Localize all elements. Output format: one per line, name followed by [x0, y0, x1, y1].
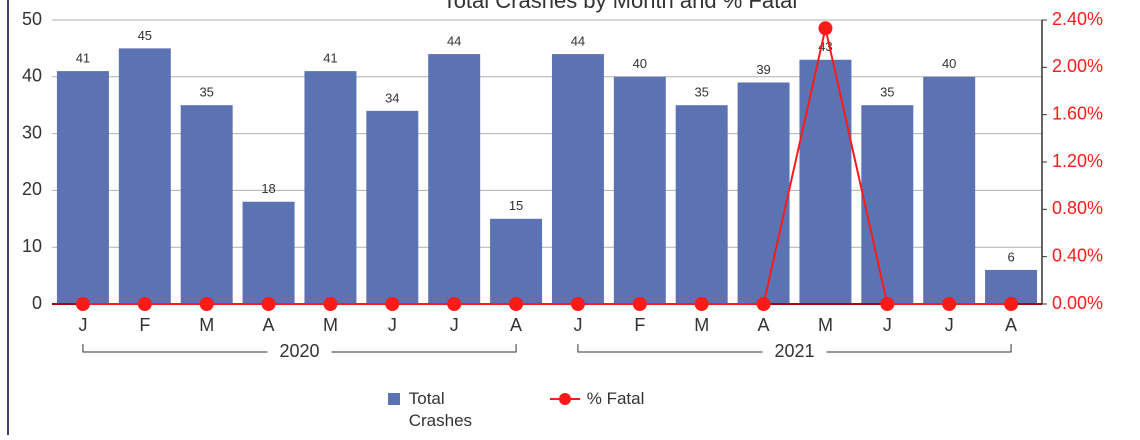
- bar: [304, 71, 357, 305]
- point: [261, 297, 276, 311]
- x-tick-label: A: [263, 315, 275, 335]
- bar: [118, 48, 171, 305]
- x-tick-label: J: [573, 315, 582, 335]
- y-tick-label: 20: [22, 179, 42, 199]
- point: [75, 297, 90, 311]
- point: [632, 297, 647, 311]
- group-bracket: [577, 344, 1012, 353]
- bar: [490, 218, 543, 304]
- y-tick-label: 30: [22, 122, 42, 142]
- y2-tick-label: 1.20%: [1052, 151, 1103, 171]
- value-label: 15: [509, 198, 523, 213]
- bar: [551, 54, 604, 304]
- point: [447, 297, 462, 311]
- point: [199, 297, 214, 311]
- x-tick-label: J: [78, 315, 87, 335]
- x-tick-label: M: [323, 315, 338, 335]
- legend-swatch: [388, 393, 400, 405]
- point: [509, 297, 524, 311]
- x-tick-label: A: [758, 315, 770, 335]
- y2-tick-label: 0.80%: [1052, 198, 1103, 218]
- bar: [923, 76, 976, 304]
- legend-bars: Total Crashes: [388, 388, 489, 432]
- x-tick-label: J: [883, 315, 892, 335]
- y-tick-label: 0: [32, 293, 42, 313]
- x-tick-label: A: [510, 315, 522, 335]
- point: [570, 297, 585, 311]
- value-label: 18: [261, 181, 275, 196]
- y2-tick-label: 0.00%: [1052, 293, 1103, 313]
- x-tick-label: F: [139, 315, 150, 335]
- value-label: 44: [571, 34, 585, 49]
- value-label: 40: [942, 56, 956, 71]
- x-tick-label: J: [450, 315, 459, 335]
- bar: [799, 59, 852, 305]
- bar: [675, 105, 728, 304]
- value-label: 6: [1007, 249, 1014, 264]
- legend-label: % Fatal: [586, 389, 645, 408]
- point: [694, 297, 709, 311]
- x-tick-label: J: [388, 315, 397, 335]
- point: [756, 297, 771, 311]
- y2-tick-label: 1.60%: [1052, 103, 1103, 123]
- value-label: 35: [880, 85, 894, 100]
- y2-tick-label: 0.40%: [1052, 245, 1103, 265]
- legend-swatch: [550, 393, 580, 405]
- chart-title: Total Crashes by Month and % Fatal: [443, 0, 798, 13]
- bar: [180, 105, 233, 304]
- group-label: 2021: [774, 341, 814, 361]
- y2-tick-label: 2.00%: [1052, 56, 1103, 76]
- value-label: 41: [76, 51, 90, 66]
- value-label: 39: [756, 62, 770, 77]
- bar: [428, 54, 481, 304]
- point: [818, 21, 833, 36]
- bar: [613, 76, 666, 304]
- x-tick-label: A: [1005, 315, 1017, 335]
- x-tick-label: F: [634, 315, 645, 335]
- x-tick-label: M: [818, 315, 833, 335]
- bar: [56, 71, 109, 305]
- group-bracket: [82, 344, 517, 353]
- point: [323, 297, 338, 311]
- value-label: 40: [633, 56, 647, 71]
- point: [880, 297, 895, 311]
- bar: [737, 82, 790, 304]
- y-tick-label: 50: [22, 9, 42, 29]
- x-tick-label: J: [945, 315, 954, 335]
- bar: [366, 110, 419, 304]
- point: [137, 297, 152, 311]
- bar: [242, 201, 295, 304]
- value-label: 35: [199, 85, 213, 100]
- bar: [861, 105, 914, 304]
- y-tick-label: 10: [22, 236, 42, 256]
- x-tick-label: M: [199, 315, 214, 335]
- point: [942, 297, 957, 311]
- x-tick-label: M: [694, 315, 709, 335]
- value-label: 41: [323, 51, 337, 66]
- legend-label: Total Crashes: [408, 389, 473, 430]
- point: [1004, 297, 1019, 311]
- value-label: 34: [385, 90, 399, 105]
- y2-tick-label: 2.40%: [1052, 9, 1103, 29]
- value-label: 45: [138, 28, 152, 43]
- legend-line: % Fatal: [548, 388, 644, 410]
- value-label: 35: [694, 85, 708, 100]
- point: [385, 297, 400, 311]
- value-label: 44: [447, 34, 461, 49]
- line: [82, 28, 1012, 305]
- group-label: 2020: [279, 341, 319, 361]
- y-tick-label: 40: [22, 66, 42, 86]
